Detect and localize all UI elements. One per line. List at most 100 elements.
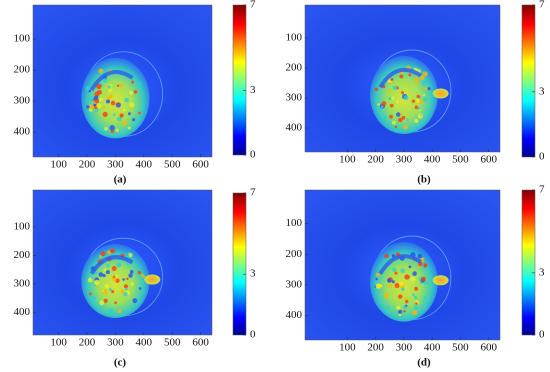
speckle: [108, 308, 114, 314]
speckle: [417, 113, 423, 119]
speckle: [116, 262, 122, 268]
speckle: [414, 286, 419, 291]
speckle: [99, 300, 105, 306]
x-tick-label: 300: [396, 154, 413, 166]
x-tick-label: 200: [79, 159, 96, 171]
y-tick-label: 100: [286, 32, 303, 44]
speckle: [375, 288, 379, 292]
speckle: [413, 305, 419, 311]
sample-tip: [432, 275, 449, 286]
speckle: [403, 309, 406, 313]
speckle: [132, 298, 138, 304]
plot-frame: [304, 189, 501, 341]
colorbar: [521, 189, 536, 336]
speckle: [411, 99, 416, 103]
x-tick-label: 100: [50, 159, 67, 171]
speckle: [399, 74, 404, 79]
speckle: [117, 116, 122, 122]
speckle: [128, 273, 133, 278]
speckle: [400, 268, 406, 274]
speckle: [93, 283, 96, 287]
speckle: [419, 75, 425, 81]
speckle: [394, 271, 398, 275]
sample-blob: [81, 57, 150, 139]
speckle: [116, 84, 120, 88]
speckle: [415, 302, 418, 305]
speckle: [88, 95, 94, 102]
speckle: [398, 294, 403, 299]
speckle: [414, 105, 419, 110]
speckle: [105, 270, 110, 275]
speckle: [126, 277, 129, 281]
speckle: [419, 282, 422, 285]
speckle: [404, 274, 410, 280]
speckle: [110, 129, 115, 134]
y-tick-label: 300: [14, 277, 31, 289]
dark-swirl: [89, 70, 134, 92]
speckle: [103, 268, 107, 272]
speckle: [96, 83, 102, 90]
speckle: [416, 94, 420, 99]
speckle: [421, 80, 427, 85]
speckle: [96, 103, 102, 109]
speckle: [108, 288, 112, 292]
speckle: [122, 278, 125, 281]
speckle: [131, 80, 135, 84]
x-tick-label: 300: [107, 159, 124, 171]
speckle: [415, 80, 419, 85]
speckle: [408, 73, 412, 77]
x-tick-label: 300: [396, 342, 413, 354]
speckle: [415, 98, 420, 103]
speckle: [124, 287, 128, 291]
speckle: [122, 121, 128, 126]
speckle: [424, 87, 428, 91]
y-tick-label: 400: [286, 309, 303, 321]
speckle: [375, 283, 381, 289]
speckle: [109, 125, 115, 131]
speckle: [422, 93, 426, 97]
speckle: [377, 103, 380, 106]
speckle: [389, 103, 394, 108]
speckle: [399, 112, 403, 116]
speckle: [391, 280, 395, 284]
dark-swirl: [378, 254, 422, 275]
speckle: [414, 118, 419, 124]
speckle: [127, 126, 131, 130]
speckle: [391, 120, 396, 125]
speckle: [384, 253, 389, 259]
colorbar-tick-label: 0: [250, 329, 256, 341]
speckle: [110, 100, 116, 106]
speckle: [430, 94, 434, 98]
speckle: [102, 111, 108, 117]
speckle: [389, 114, 393, 119]
speckle: [104, 284, 109, 289]
colorbar: [232, 192, 247, 336]
speckle: [405, 304, 408, 308]
x-tick-label: 600: [480, 342, 497, 354]
dark-swirl: [89, 255, 134, 275]
speckle: [418, 107, 421, 110]
speckle: [106, 96, 111, 101]
colorbar: [521, 4, 536, 158]
speckle: [422, 97, 428, 102]
speckle: [414, 296, 418, 300]
speckle: [104, 291, 108, 295]
y-tick-label: 200: [14, 64, 31, 76]
plot-frame: [32, 4, 213, 158]
speckle: [384, 293, 389, 299]
x-tick-label: 100: [50, 337, 67, 349]
x-tick-label: 300: [107, 337, 124, 349]
speckle: [94, 271, 98, 276]
speckle: [398, 117, 403, 123]
y-tick-label: 300: [14, 95, 31, 107]
speckle: [390, 78, 394, 81]
panel-label: (b): [417, 174, 431, 186]
speckle: [98, 97, 103, 102]
y-tick-label: 400: [286, 122, 303, 134]
speckle: [129, 90, 134, 95]
plot-frame: [304, 4, 501, 153]
speckle: [87, 277, 93, 283]
speckle: [93, 103, 97, 107]
x-tick-label: 100: [339, 342, 356, 354]
